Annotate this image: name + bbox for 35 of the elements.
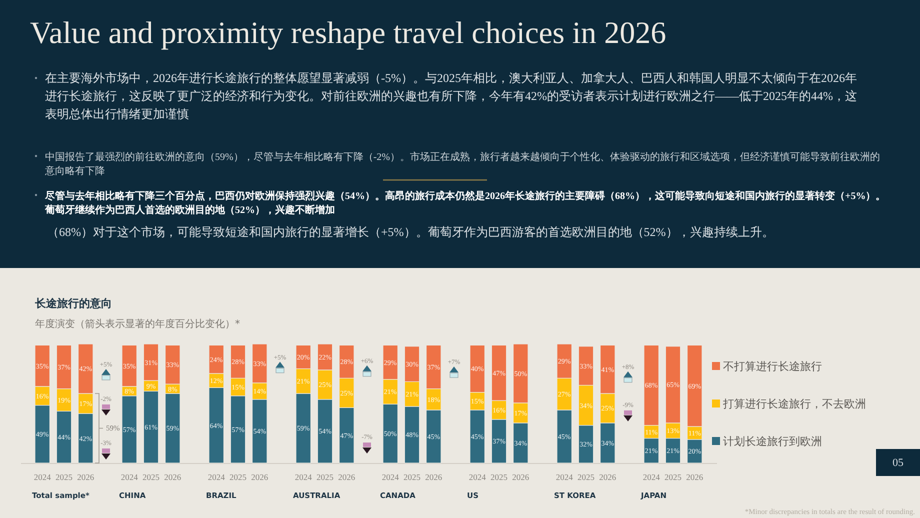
- x-tick-label: 2024: [208, 472, 226, 482]
- x-tick-label: 2026: [512, 472, 530, 482]
- x-tick-label: 2025: [142, 472, 160, 482]
- text: 年度演变（箭头表示显著的年度百分比变化）*: [35, 318, 240, 330]
- x-tick-label: 2026: [686, 472, 704, 482]
- x-tick-label: 2026: [599, 472, 616, 482]
- text: （68%）对于这个市场，可能导致短途和国内旅行的显著增长（+5%）。葡萄牙作为巴西游客的首选欧洲目的地（52%），兴趣持续上升。: [47, 225, 774, 239]
- x-tick-label: 2026: [77, 472, 94, 482]
- x-tick-label: 2026: [251, 472, 268, 482]
- x-tick-label: 2024: [556, 472, 574, 482]
- x-tick-label: 2024: [294, 472, 313, 482]
- text: Value and proximity reshape travel choices in 2026: [30, 15, 666, 50]
- text: 在主要海外市场中，2026年进行长途旅行的整体愿望显著减弱（-5%）。与2025年相比，澳大利亚人、加拿大人、巴西人和韩国人明显不太倾向于在2026年进行长途旅行，这反映了更广泛的经济和行为变化。对前往欧洲的兴趣也有所下降，今年有42%的受访者表示计划进行欧洲之行——低于2025年的44%，这表明总体出行情绪更加谨慎: [45, 71, 857, 121]
- x-tick-label: 2025: [404, 472, 420, 482]
- x-tick-label: 2026: [338, 472, 356, 482]
- x-tick-label: 2024: [120, 472, 139, 482]
- x-tick-label: 2026: [425, 472, 442, 482]
- x-tick-label: 2025: [56, 472, 72, 482]
- legend-label: 计划长途旅行到欧洲: [723, 435, 822, 448]
- x-tick-label: 2025: [230, 472, 246, 482]
- chart-title: 长途旅行的意向: [34, 297, 112, 310]
- x-tick-label: 2024: [382, 472, 400, 482]
- x-tick-label: 2024: [34, 472, 52, 482]
- text: 中国报告了最强烈的前往欧洲的意向（59%），尽管与去年相比略有下降（-2%）。市场正在成熟，旅行者越来越倾向于个性化、体验驱动的旅行和区域选项，但经济谨慎可能导致前往欧洲的意向略有下降: [44, 151, 880, 177]
- x-tick-label: 2024: [468, 472, 487, 482]
- text: 05: [892, 457, 904, 469]
- x-tick-label: 2026: [164, 472, 182, 482]
- x-tick-label: 2025: [490, 472, 508, 482]
- x-tick-label: 2025: [664, 472, 682, 482]
- x-tick-label: 2025: [316, 472, 334, 482]
- text: 尽管与去年相比略有下降三个百分点，巴西仍对欧洲保持强烈兴趣（54%）。高昂的旅行成本仍然是2026年长途旅行的主要障碍（68%），这可能导致向短途和国内旅行的显著转变（+5%）。葡萄牙继续作为巴西人首选的欧洲目的地（52%），兴趣不断增加: [44, 190, 886, 216]
- legend-label: 打算进行长途旅行，不去欧洲: [722, 398, 866, 410]
- x-tick-label: 2024: [642, 472, 661, 482]
- legend-label: 不打算进行长途旅行: [723, 360, 822, 373]
- x-tick-label: 2025: [578, 472, 594, 482]
